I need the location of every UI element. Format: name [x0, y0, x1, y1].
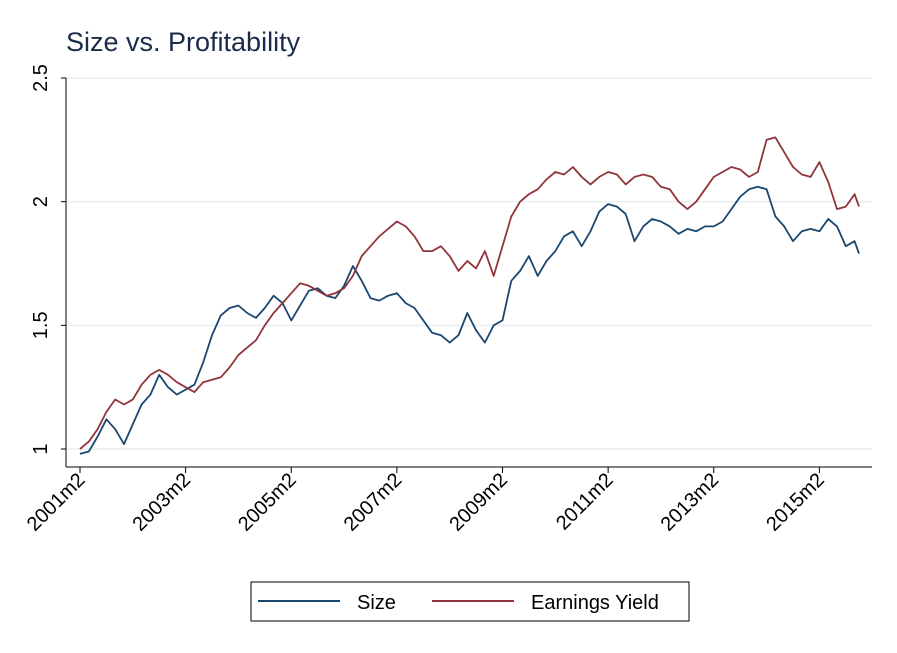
series-layer: [79, 136, 860, 455]
legend-label-size: Size: [357, 592, 396, 614]
gridlines: [66, 77, 872, 450]
axes: [65, 78, 872, 468]
x-axis-ticks: 2001m2 2003m2 2005m2 2007m2 2009m2 2011m2 2013…: [23, 467, 829, 536]
y-tick-label: 2: [30, 196, 52, 207]
x-tick-label: 2003m2: [128, 469, 195, 536]
y-tick-label: 2.5: [30, 64, 52, 92]
x-tick-label: 2001m2: [23, 469, 90, 536]
series-line-size: [79, 185, 860, 455]
legend-label-earnings-yield: Earnings Yield: [531, 592, 659, 614]
x-tick-label: 2015m2: [762, 469, 829, 536]
x-tick-label: 2013m2: [657, 469, 724, 536]
y-tick-label: 1.5: [30, 311, 52, 339]
chart-title: Size vs. Profitability: [66, 27, 301, 57]
x-tick-label: 2009m2: [445, 469, 512, 536]
legend: Size Earnings Yield: [250, 581, 690, 622]
series-line-earnings-yield: [79, 136, 860, 450]
x-tick-label: 2007m2: [340, 469, 407, 536]
y-axis-ticks: 1 1.5 2 2.5: [30, 64, 66, 455]
x-tick-label: 2011m2: [552, 469, 618, 535]
x-tick-label: 2005m2: [234, 469, 301, 536]
y-tick-label: 1: [30, 443, 52, 454]
